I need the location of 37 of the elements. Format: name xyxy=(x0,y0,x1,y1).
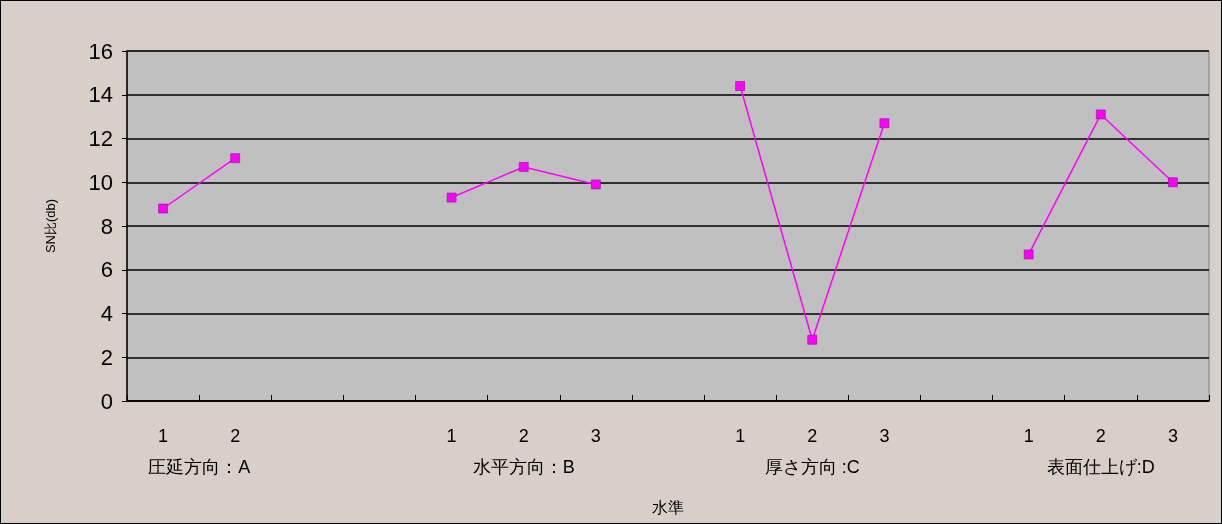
point xyxy=(807,334,818,345)
point xyxy=(446,192,457,203)
x-tick-label: 1 xyxy=(1023,426,1034,446)
point xyxy=(230,153,240,163)
x-tick-label: 1 xyxy=(158,426,169,446)
point xyxy=(518,162,529,172)
point xyxy=(591,179,601,190)
text: 表面仕上げ:D xyxy=(1046,457,1155,477)
x-tick-label: 2 xyxy=(1095,426,1106,446)
point xyxy=(1023,249,1034,260)
y-tick-label: 8 xyxy=(100,213,113,239)
y-tick-label: 12 xyxy=(88,126,113,151)
x-tick-label: 2 xyxy=(807,426,818,446)
text: 圧延方向：A xyxy=(148,457,251,477)
x-tick-label: 2 xyxy=(230,426,241,446)
x-tick-label: 1 xyxy=(446,426,457,446)
point xyxy=(1096,109,1106,120)
y-tick-label: 2 xyxy=(100,344,113,370)
y-tick-label: 14 xyxy=(88,82,113,108)
point xyxy=(735,81,745,91)
x-tick-label: 3 xyxy=(879,426,890,446)
x-tick-label: 3 xyxy=(590,426,601,446)
y-axis-title: SN比(db) xyxy=(43,198,58,254)
x-tick-label: 1 xyxy=(735,426,746,446)
point xyxy=(158,203,168,214)
x-tick-label: 3 xyxy=(1167,426,1178,446)
x-tick-label: 2 xyxy=(518,426,529,446)
text: 水平方向：B xyxy=(472,457,575,477)
y-tick-label: 0 xyxy=(100,388,113,414)
point xyxy=(879,118,890,128)
y-tick-label: 10 xyxy=(88,169,113,195)
y-tick-label: 6 xyxy=(100,257,113,283)
x-axis-title: 水準 xyxy=(652,498,684,516)
y-tick-label: 16 xyxy=(88,38,113,64)
text: 厚さ方向 :C xyxy=(764,457,860,477)
y-tick-label: 4 xyxy=(100,301,113,326)
point xyxy=(1168,177,1178,188)
